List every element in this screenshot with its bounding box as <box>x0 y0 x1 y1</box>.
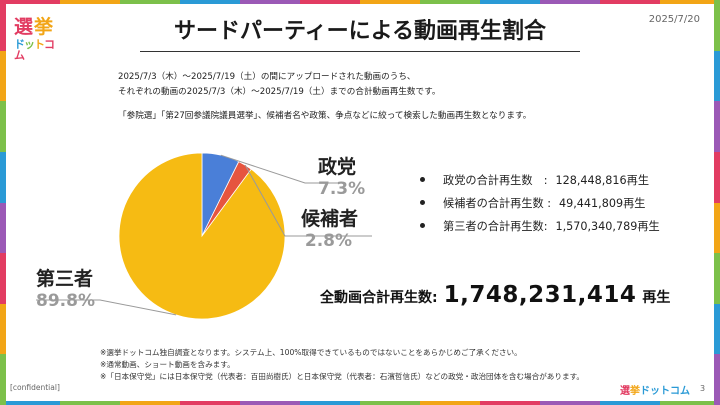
right-color-stripe <box>714 0 720 405</box>
stat-label: 政党の合計再生数 : <box>443 173 548 187</box>
footer-logo: 選挙ドットコム <box>620 382 690 397</box>
stat-value: 49,441,809再生 <box>559 196 646 210</box>
logo-char: ド <box>14 38 25 51</box>
report-date: 2025/7/20 <box>648 14 700 25</box>
list-item: 候補者の合計再生数 : 49,441,809再生 <box>420 191 660 214</box>
page-number: 3 <box>700 384 706 393</box>
stat-value: 128,448,816再生 <box>555 173 650 187</box>
pie-category-label: 第三者 <box>36 268 94 290</box>
stat-label: 第三者の合計再生数: <box>443 219 548 233</box>
bullet-icon <box>420 223 425 228</box>
bullet-icon <box>420 200 425 205</box>
pie-value-label: 2.8% <box>304 231 353 251</box>
logo-char: 挙 <box>34 16 55 38</box>
description: 2025/7/3（木）～2025/7/19（土）の間にアップロードされた動画のう… <box>118 70 531 124</box>
list-item: 第三者の合計再生数: 1,570,340,789再生 <box>420 214 660 237</box>
footnote: ※「日本保守党」には日本保守党（代表者：百田尚樹氏）と日本保守党（代表者：石濱哲… <box>100 372 585 381</box>
pie-value-label: 7.3% <box>318 179 366 199</box>
footnote: ※通常動画、ショート動画を含みます。 <box>100 360 235 369</box>
total-number: 1,748,231,414 <box>443 282 637 308</box>
stat-value: 1,570,340,789再生 <box>555 219 660 233</box>
pie-label-candidate: 候補者 2.8% <box>301 210 358 250</box>
logo-char: 選 <box>14 16 35 38</box>
brand-logo: 選挙 ドットコム <box>14 16 56 62</box>
pie-category-label: 政党 <box>318 156 357 178</box>
pie-category-label: 候補者 <box>301 208 359 230</box>
footnote: ※選挙ドットコム独自調査となります。システム上、100%取得できているものではな… <box>100 348 522 357</box>
total-label: 全動画合計再生数: <box>320 290 438 306</box>
pie-slice-third-party <box>118 152 286 320</box>
bullet-icon <box>420 177 425 182</box>
bottom-color-bar <box>0 401 720 405</box>
total-unit: 再生 <box>642 290 671 306</box>
pie-leader-line <box>244 164 372 237</box>
pie-label-third-party: 第三者 89.8% <box>36 270 95 310</box>
logo-char: コム <box>14 38 55 62</box>
pie-leader-line <box>36 299 177 316</box>
stats-list: 政党の合計再生数 : 128,448,816再生 候補者の合計再生数 : 49,… <box>420 168 660 237</box>
stat-label: 候補者の合計再生数 : <box>443 196 552 210</box>
pie-value-label: 89.8% <box>36 291 95 311</box>
logo-text: ドットコム <box>640 386 690 397</box>
logo-char: ト <box>34 38 45 51</box>
description-line: それぞれの動画の2025/7/3（木）～2025/7/19（土）までの合計動画再… <box>118 87 441 97</box>
logo-char: 選 <box>620 386 630 397</box>
pie-leader-line <box>220 154 338 184</box>
logo-char: 挙 <box>630 386 640 397</box>
top-color-bar <box>0 0 720 4</box>
description-line: 「参院選」「第27回参議院議員選挙」、候補者名や政策、争点などに絞って検索した動… <box>118 111 532 121</box>
confidential-label: [confidential] <box>10 383 60 392</box>
description-line: 2025/7/3（木）～2025/7/19（土）の間にアップロードされた動画のう… <box>118 72 416 82</box>
list-item: 政党の合計再生数 : 128,448,816再生 <box>420 168 660 191</box>
pie-label-party: 政党 7.3% <box>318 158 365 198</box>
left-color-stripe <box>0 0 6 405</box>
logo-char: ッ <box>24 38 35 51</box>
page-title: サードパーティーによる動画再生割合 <box>140 13 580 52</box>
footnotes: ※選挙ドットコム独自調査となります。システム上、100%取得できているものではな… <box>100 347 584 383</box>
total-views: 全動画合計再生数: 1,748,231,414 再生 <box>320 282 670 308</box>
